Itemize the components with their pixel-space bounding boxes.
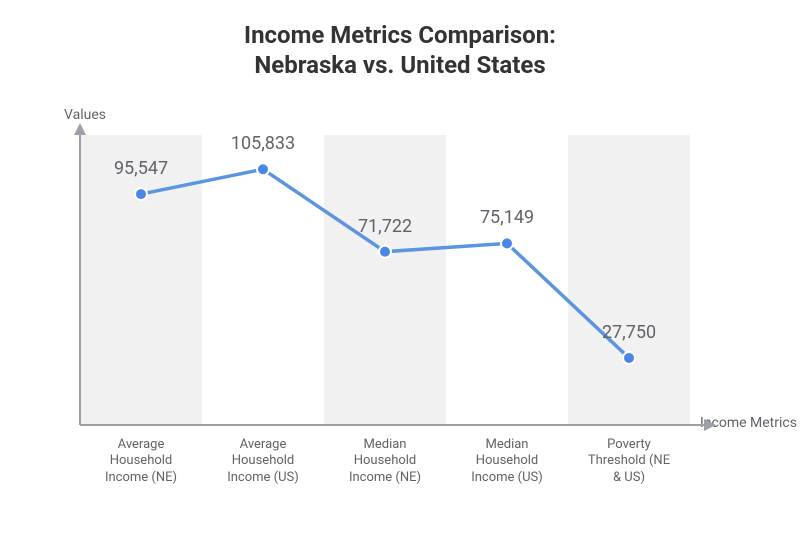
- data-marker: [501, 237, 513, 249]
- series-line: [141, 169, 629, 358]
- data-label: 95,547: [114, 158, 168, 179]
- plot-area: 95,547 105,833 71,722 75,149 27,750: [80, 135, 690, 425]
- category-label: MedianHouseholdIncome (NE): [321, 437, 449, 486]
- data-label: 71,722: [358, 216, 412, 237]
- category-label: AverageHouseholdIncome (US): [199, 437, 327, 486]
- chart-title: Income Metrics Comparison: Nebraska vs. …: [0, 20, 800, 80]
- data-label: 27,750: [602, 322, 656, 343]
- category-label: PovertyThreshold (NE& US): [565, 437, 693, 486]
- category-label: MedianHouseholdIncome (US): [443, 437, 571, 486]
- data-marker: [135, 188, 147, 200]
- data-marker: [379, 246, 391, 258]
- data-label: 75,149: [480, 207, 534, 228]
- chart-title-line2: Nebraska vs. United States: [0, 50, 800, 80]
- data-label: 105,833: [231, 133, 295, 154]
- y-axis-label: Values: [64, 107, 106, 123]
- chart-container: Income Metrics Comparison: Nebraska vs. …: [0, 0, 800, 548]
- data-marker: [257, 163, 269, 175]
- chart-title-line1: Income Metrics Comparison:: [0, 20, 800, 50]
- category-label: AverageHouseholdIncome (NE): [77, 437, 205, 486]
- data-marker: [623, 352, 635, 364]
